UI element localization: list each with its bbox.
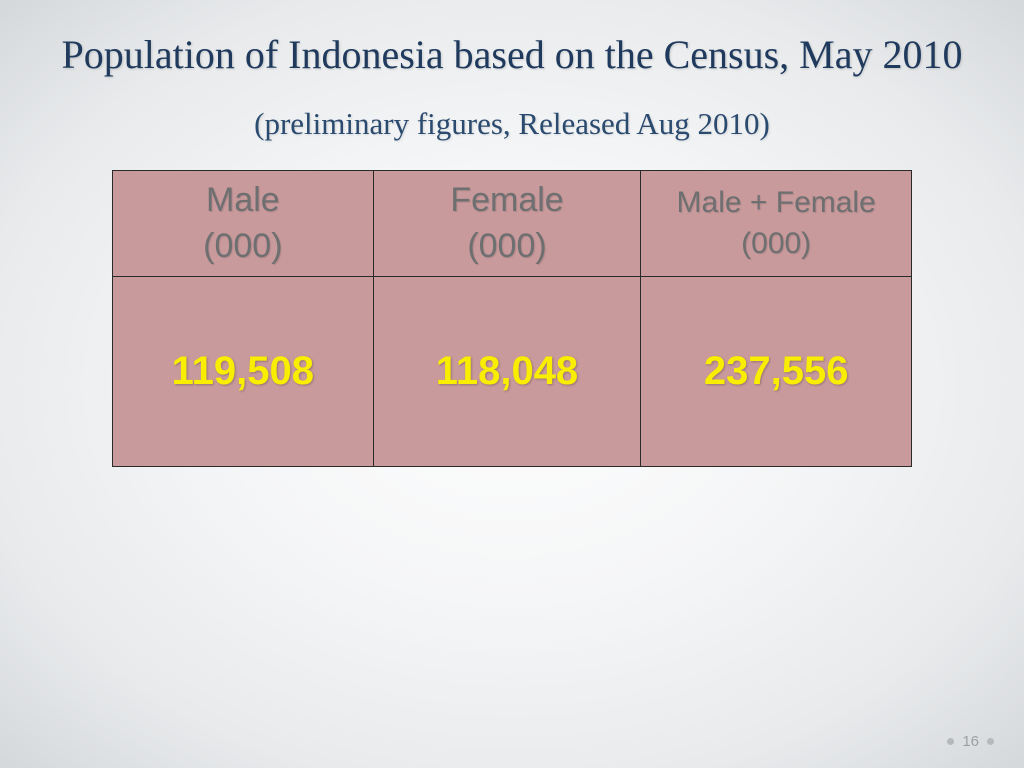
col-label: Male + Female [641, 183, 911, 224]
column-header-female: Female (000) [373, 171, 641, 277]
col-unit: (000) [641, 224, 911, 265]
population-table: Male (000) Female (000) Male + Female (0… [112, 170, 912, 467]
footer-dot-icon [987, 738, 994, 745]
value-total: 237,556 [641, 277, 912, 467]
table-header-row: Male (000) Female (000) Male + Female (0… [113, 171, 912, 277]
slide: Population of Indonesia based on the Cen… [0, 0, 1024, 768]
col-unit: (000) [374, 224, 641, 270]
slide-footer: 16 [947, 733, 994, 750]
col-unit: (000) [113, 224, 373, 270]
column-header-male: Male (000) [113, 171, 374, 277]
col-label: Female [374, 178, 641, 224]
slide-subtitle: (preliminary figures, Released Aug 2010) [0, 106, 1024, 142]
footer-dot-icon [947, 738, 954, 745]
value-female: 118,048 [373, 277, 641, 467]
col-label: Male [113, 178, 373, 224]
column-header-total: Male + Female (000) [641, 171, 912, 277]
value-male: 119,508 [113, 277, 374, 467]
slide-title: Population of Indonesia based on the Cen… [0, 22, 1024, 88]
table-row: 119,508 118,048 237,556 [113, 277, 912, 467]
page-number: 16 [962, 733, 979, 750]
